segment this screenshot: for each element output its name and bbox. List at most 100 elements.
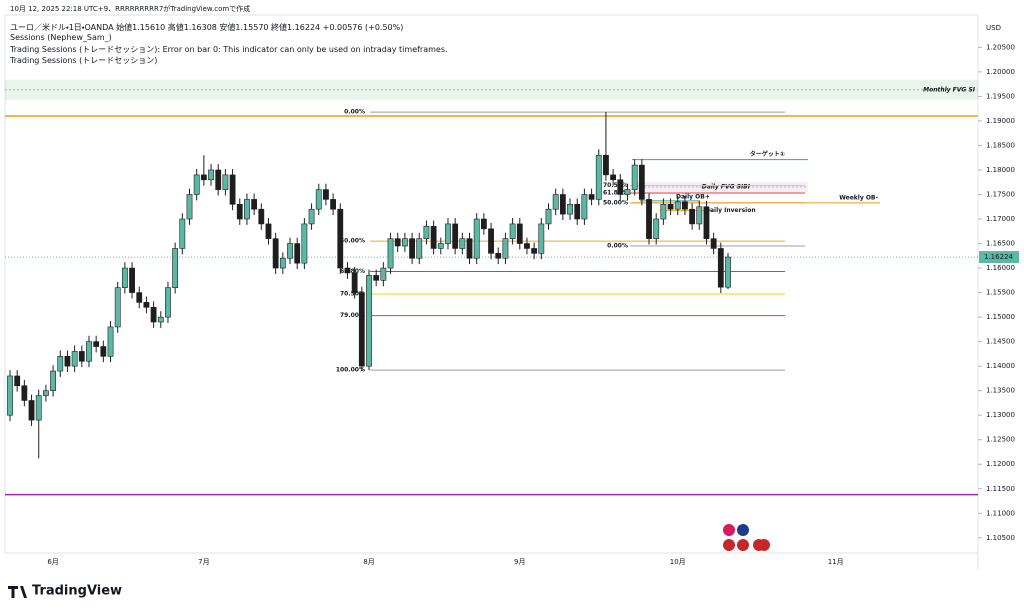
y-tick-label: 1.10500: [986, 534, 1015, 542]
candle-body: [473, 218, 480, 259]
x-tick-label: 8月: [363, 558, 374, 566]
indicator[interactable]: Trading Sessions (トレードセッション): [10, 56, 158, 65]
created-note: 10月 12, 2025 22:18 UTC+9、RRRRRRRRR7がTrad…: [10, 5, 251, 13]
y-tick-label: 1.12500: [986, 436, 1015, 444]
candle-body: [78, 351, 85, 362]
level-label: Daily Inversion: [705, 207, 756, 214]
y-tick-label: 1.15000: [986, 313, 1015, 321]
candle-body: [366, 275, 372, 367]
candle-body: [107, 326, 114, 357]
candle-body: [71, 351, 78, 367]
y-tick-label: 1.14500: [986, 338, 1015, 346]
candle-body: [344, 267, 351, 274]
candle-body: [696, 206, 703, 225]
candle-body: [430, 226, 437, 249]
candle-body: [459, 238, 466, 249]
candle-body: [445, 223, 451, 244]
candle-body: [667, 204, 674, 210]
candle-body: [401, 238, 408, 247]
candle-body: [21, 385, 28, 401]
brand: TradingView: [32, 584, 122, 599]
candle-body: [193, 174, 200, 195]
indicator[interactable]: Sessions (Nephew_Sam_): [10, 33, 112, 42]
candle-body: [495, 253, 502, 259]
candle-body: [28, 400, 35, 421]
candle-body: [208, 169, 214, 181]
y-tick-label: 1.19500: [986, 92, 1015, 100]
symbol-info: ユーロ／米ドル・1日・OANDA 始値1.15610 高値1.16308 安値1…: [10, 23, 404, 32]
candle-body: [337, 208, 344, 269]
level-label: 0.00%: [344, 109, 365, 116]
candle-body: [610, 174, 617, 181]
candle-body: [172, 248, 179, 288]
candle-body: [157, 316, 164, 323]
candle-body: [258, 208, 265, 225]
candle-body: [531, 248, 538, 254]
fvg-zone: [5, 79, 978, 100]
candle-body: [595, 154, 602, 200]
candle-body: [93, 341, 100, 347]
candle-body: [437, 243, 444, 249]
candle-body: [567, 204, 573, 215]
level-label: 61.80%: [340, 268, 365, 275]
candle-body: [50, 370, 56, 391]
indicator[interactable]: Trading Sessions (トレードセッション): Error on b…: [10, 45, 448, 54]
candle-body: [165, 287, 171, 318]
candle-body: [244, 199, 250, 220]
candle-body: [674, 201, 681, 210]
candle-body: [387, 238, 394, 269]
y-tick-label: 1.14000: [986, 362, 1015, 370]
candle-body: [42, 390, 49, 396]
candle-body: [717, 248, 724, 288]
y-tick-label: 1.15500: [986, 289, 1015, 297]
candle-body: [631, 164, 638, 190]
candle-body: [653, 218, 660, 239]
candle-body: [14, 375, 21, 387]
logo-mark: [8, 586, 27, 598]
candle-body: [603, 154, 609, 176]
y-tick-label: 1.13000: [986, 411, 1015, 419]
candle-body: [272, 238, 279, 269]
candle-body: [488, 228, 494, 254]
candle-body: [538, 223, 545, 254]
candle-body: [710, 238, 717, 249]
candle-body: [660, 204, 667, 220]
level-label: 79.00%: [340, 312, 365, 319]
candle-body: [581, 194, 588, 220]
y-tick-label: 1.16000: [986, 264, 1015, 272]
candle-body: [423, 226, 430, 239]
x-tick-label: 10月: [670, 558, 686, 566]
candle-body: [323, 189, 329, 200]
candle-body: [179, 218, 186, 249]
candle-body: [380, 267, 387, 281]
candle-body: [315, 189, 322, 210]
candle-body: [215, 169, 222, 190]
level-label: 61.80%: [603, 190, 628, 197]
candle-body: [57, 356, 64, 372]
candle-body: [279, 257, 286, 269]
y-tick-label: 1.20500: [986, 43, 1015, 51]
level-label: 50.00%: [603, 199, 628, 206]
level-label: ターゲット①: [750, 150, 785, 158]
candle-body: [725, 256, 731, 288]
y-tick-label: 1.17000: [986, 215, 1015, 223]
y-tick-label: 1.11000: [986, 509, 1015, 517]
candle-body: [121, 267, 128, 288]
last-price-tag: [979, 251, 1019, 264]
candle-body: [480, 218, 487, 230]
y-tick-label: 1.12000: [986, 460, 1015, 468]
last-price-label: 1.16224: [984, 253, 1013, 261]
plot: 1.10500 1.11000 1.11500 1.12000 1.12500 1.130…: [5, 43, 1019, 566]
y-tick-label: 1.13500: [986, 387, 1015, 395]
y-tick-label: 1.17500: [986, 190, 1015, 198]
x-tick-label: 9月: [514, 558, 525, 566]
candle-body: [689, 208, 695, 225]
candle-body: [588, 194, 595, 200]
candle-body: [129, 267, 135, 293]
level-label: 70.50%: [340, 291, 365, 298]
y-tick-label: 1.18000: [986, 166, 1015, 174]
candle-body: [308, 208, 315, 225]
level-label: Daily OB+: [676, 193, 710, 200]
